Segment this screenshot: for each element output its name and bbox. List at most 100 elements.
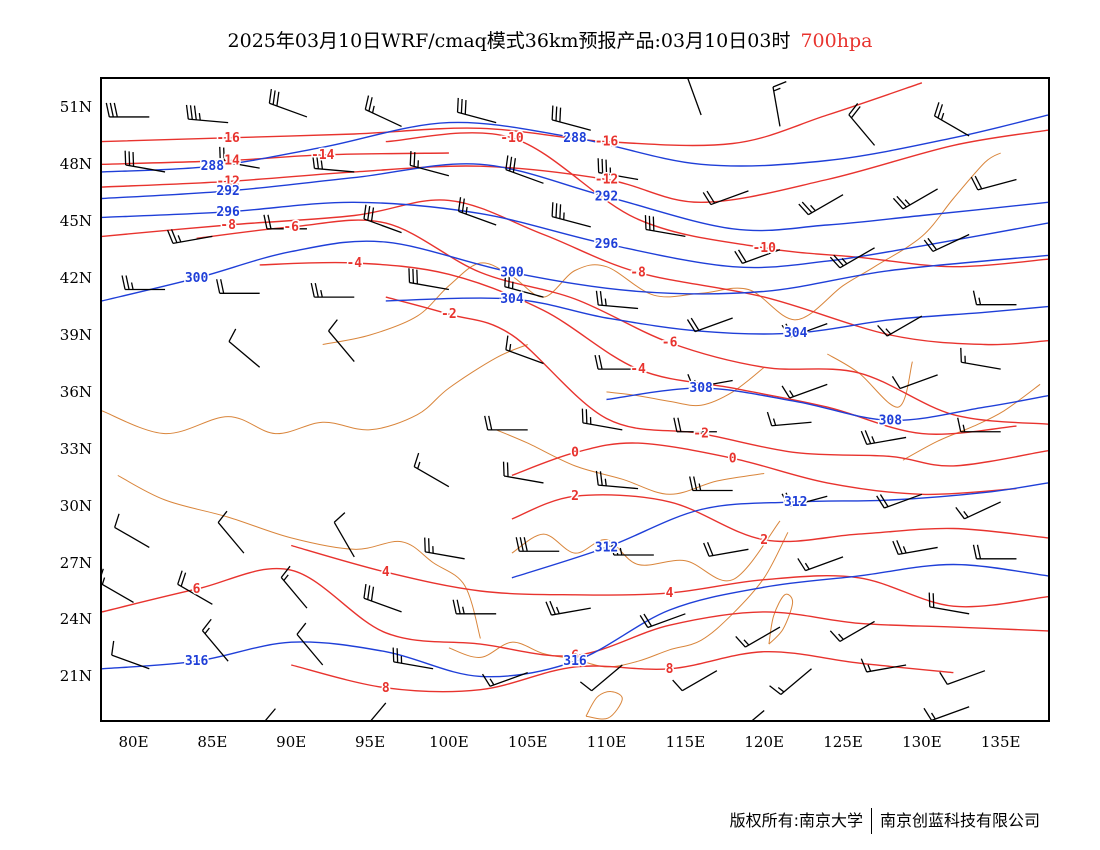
wind-barb (970, 175, 1017, 191)
wind-barb (939, 670, 986, 685)
wind-barb (595, 290, 639, 310)
temperature-contour-line (291, 650, 954, 693)
wind-barb (504, 272, 544, 298)
boundary-line (511, 520, 781, 582)
wind-barb (923, 706, 970, 720)
wind-barb (781, 323, 828, 338)
height-contour-line (102, 114, 1048, 173)
wind-barb (735, 626, 781, 648)
wind-barb (877, 315, 923, 337)
temperature-contour-label: 6 (571, 649, 579, 664)
wind-barb (364, 95, 402, 128)
wind-barb (672, 670, 718, 692)
wind-barb (702, 190, 749, 206)
wind-barb (972, 290, 1017, 306)
copyright-right: 南京创蓝科技有限公司 (879, 810, 1040, 830)
wind-barb (363, 583, 402, 613)
wind-barb (860, 658, 907, 673)
wind-barb (114, 513, 150, 548)
wind-barb (456, 97, 497, 124)
wind-barb (228, 328, 261, 368)
wind-barb (502, 461, 544, 484)
wind-barb (409, 151, 450, 177)
boundary-line (902, 383, 1041, 461)
temperature-contour-line (102, 567, 1048, 657)
wind-barb (769, 668, 812, 696)
height-contour-line (606, 387, 1048, 422)
wind-barb (551, 202, 591, 228)
wind-barb (597, 158, 639, 181)
temperature-contour-line (291, 544, 1048, 608)
wind-barb (797, 556, 844, 572)
temperature-contour-label: -6 (662, 336, 678, 351)
wind-barb (687, 373, 733, 389)
height-contour-label: 300 (185, 271, 209, 286)
wind-barb (876, 493, 923, 509)
temperature-contour-label: 8 (382, 681, 390, 696)
temperature-contour-label: 2 (571, 489, 579, 504)
temperature-contour-layer (102, 82, 1048, 693)
temperature-contour-label: 4 (382, 565, 390, 580)
wind-barb (551, 105, 591, 131)
temperature-contour-label: -6 (283, 220, 299, 235)
wind-barb (772, 81, 787, 127)
wind-barb (328, 319, 355, 362)
longitude-tick-label: 90E (276, 733, 307, 751)
wind-barb (766, 411, 812, 427)
boundary-line (117, 474, 481, 639)
height-contour-label: 312 (595, 540, 618, 555)
wind-barb (686, 317, 733, 333)
wind-barb (121, 275, 166, 291)
wind-barb (923, 233, 970, 253)
wind-barb (111, 640, 150, 670)
height-contour-line (102, 201, 1048, 269)
temperature-contour-label: -10 (500, 131, 524, 146)
wind-barb (892, 540, 938, 556)
wind-barb (781, 383, 828, 399)
temperature-contour-line (102, 152, 449, 165)
latitude-tick-label: 51N (59, 98, 92, 117)
wind-barb (957, 417, 1001, 433)
temperature-contour-label: -8 (220, 218, 236, 233)
height-contour-label: 300 (500, 265, 524, 280)
temperature-contour-label: -4 (630, 362, 646, 377)
longitude-tick-label: 95E (355, 733, 386, 751)
wind-barb (413, 452, 450, 488)
temperature-contour-line (102, 129, 1048, 204)
wind-barb (265, 708, 276, 720)
wind-barb (216, 279, 260, 294)
height-contour-label: 296 (595, 237, 619, 252)
temperature-contour-label: 4 (666, 586, 674, 601)
wind-barb (933, 102, 970, 137)
wind-barb (781, 492, 828, 508)
wind-barb-layer (102, 79, 1017, 720)
temperature-contour-label: 6 (193, 582, 201, 597)
temperature-contour-label: -12 (595, 173, 618, 188)
height-contour-line (102, 563, 1048, 678)
wind-barb (860, 430, 907, 446)
weather-map: -16 -16 -14 -14 -12 -12 -10 -10 -8 -8 -6 -6 -4 -4 -2 -2… (102, 79, 1048, 720)
longitude-tick-label: 80E (118, 733, 149, 751)
wind-barb (452, 599, 497, 615)
wind-barb (481, 671, 528, 687)
temperature-contour-label: -2 (693, 427, 709, 442)
wind-barb (829, 620, 875, 642)
copyright-footer: 版权所有:南京大学 南京创蓝科技有限公司 (730, 807, 1040, 834)
height-contour-label: 304 (500, 292, 524, 307)
longitude-tick-label: 130E (902, 733, 942, 751)
wind-barb (280, 565, 308, 609)
height-contour-label: 292 (216, 184, 239, 199)
wind-barb (457, 197, 497, 226)
wind-barb (484, 415, 528, 431)
wind-barb (515, 537, 560, 552)
longitude-tick-label: 110E (586, 733, 627, 751)
boundary-line (768, 593, 794, 645)
longitude-tick-label: 125E (823, 733, 863, 751)
wind-barb (105, 102, 150, 118)
temperature-contour-label: -14 (311, 148, 335, 163)
footer-divider (870, 808, 872, 834)
temperature-contour-line (385, 132, 1048, 268)
temperature-contour-label: -4 (346, 256, 362, 271)
wind-barb (392, 647, 434, 670)
wind-barb (124, 150, 166, 173)
